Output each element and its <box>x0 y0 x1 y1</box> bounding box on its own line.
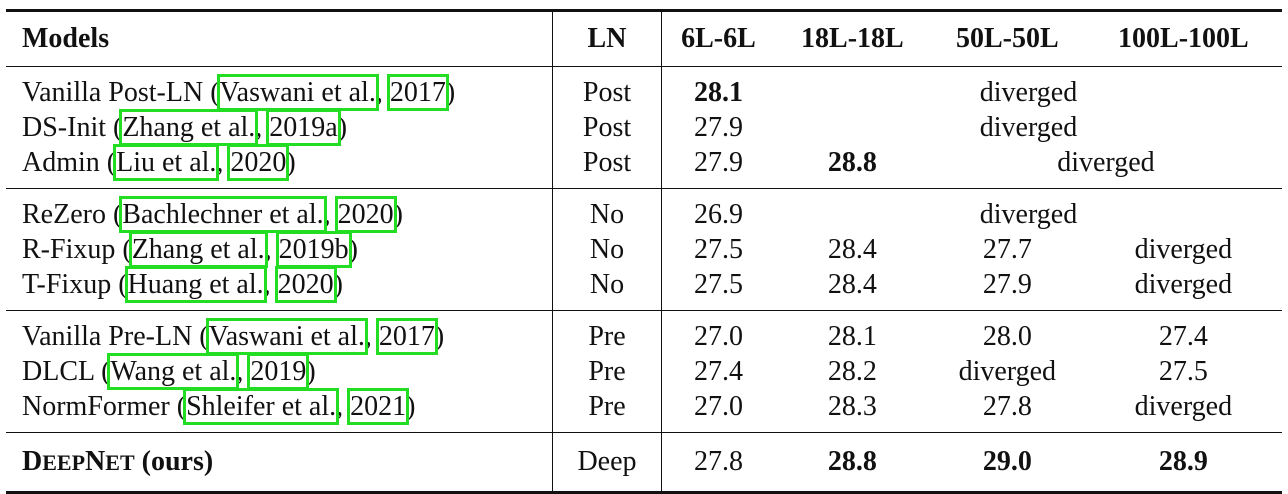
table-row: ReZero (Bachlechner et al., 2020) No 26.… <box>6 188 1282 233</box>
score-6l-6l: 27.9 <box>693 146 743 178</box>
citation-author-link[interactable]: Huang et al. <box>124 265 267 303</box>
score-18l-18l: 28.1 <box>774 310 930 354</box>
citation-author-link[interactable]: Vaswani et al. <box>205 317 368 355</box>
citation-author-link[interactable]: Shleifer et al. <box>183 387 340 425</box>
table-row: Admin (Liu et al., 2020) Post 27.9 28.8 … <box>6 143 1282 189</box>
header-50l-50l: 50L-50L <box>955 23 1059 54</box>
diverged-span: diverged <box>774 66 1282 110</box>
ln-value: Deep <box>552 432 662 494</box>
diverged-span: diverged <box>979 111 1078 143</box>
ln-value: Post <box>552 110 662 145</box>
score-6l-6l: 27.5 <box>693 233 743 265</box>
diverged-span: diverged <box>774 188 1282 232</box>
ln-value: No <box>552 188 662 232</box>
score-6l-6l: 27.8 <box>661 432 775 494</box>
ln-value: No <box>552 232 662 267</box>
citation-year-link[interactable]: 2021 <box>347 387 410 425</box>
score-100l-100l: 27.4 <box>1084 310 1282 354</box>
citation-year-link[interactable]: 2017 <box>375 317 438 355</box>
model-name: T-Fixup (Huang et al., 2020) <box>6 265 553 311</box>
header-18l-18l: 18L-18L <box>801 23 904 54</box>
citation-author-link[interactable]: Zhang et al. <box>119 108 259 146</box>
table-row: R-Fixup (Zhang et al., 2019b) No 27.5 28… <box>6 230 1282 268</box>
table-row: DLCL (Wang et al., 2019) Pre 27.4 28.2 d… <box>6 352 1282 390</box>
citation-year-link[interactable]: 2019 <box>247 352 310 390</box>
model-name: DS-Init (Zhang et al., 2019a) <box>6 108 553 146</box>
score-6l-6l: 28.1 <box>661 66 775 110</box>
score-50l-50l: 29.0 <box>929 432 1085 494</box>
score-18l-18l: 28.4 <box>827 268 877 300</box>
score-18l-18l: 28.8 <box>774 432 930 494</box>
score-18l-18l: 28.2 <box>827 355 877 387</box>
results-table: Models LN 6L-6L 18L-18L 50L-50L 100L-100… <box>6 9 1282 494</box>
header-6l-6l: 6L-6L <box>681 23 756 54</box>
model-name: Vanilla Post-LN (Vaswani et al., 2017) <box>6 66 553 111</box>
header-100l-100l: 100L-100L <box>1118 23 1249 54</box>
model-name: DLCL (Wang et al., 2019) <box>6 352 553 390</box>
citation-year-link[interactable]: 2019b <box>275 230 352 268</box>
citation-author-link[interactable]: Liu et al. <box>113 143 220 181</box>
citation-author-link[interactable]: Zhang et al. <box>128 230 268 268</box>
table-row: Vanilla Post-LN (Vaswani et al., 2017) P… <box>6 66 1282 111</box>
citation-author-link[interactable]: Vaswani et al. <box>216 73 379 111</box>
table-row: T-Fixup (Huang et al., 2020) No 27.5 28.… <box>6 265 1282 311</box>
citation-year-link[interactable]: 2017 <box>386 73 449 111</box>
citation-year-link[interactable]: 2019a <box>266 108 341 146</box>
score-100l-100l: diverged <box>1134 268 1233 300</box>
model-name: ReZero (Bachlechner et al., 2020) <box>6 188 553 233</box>
score-100l-100l: 27.5 <box>1158 355 1208 387</box>
ln-value: Post <box>552 66 662 110</box>
score-100l-100l: 28.9 <box>1084 432 1282 494</box>
model-name-deepnet: DEEPNET (ours) <box>6 432 553 494</box>
citation-author-link[interactable]: Bachlechner et al. <box>119 195 327 233</box>
score-50l-50l: 27.9 <box>982 268 1032 300</box>
score-6l-6l: 27.0 <box>693 390 743 422</box>
score-6l-6l: 27.4 <box>693 355 743 387</box>
ln-value: Pre <box>552 389 662 433</box>
score-50l-50l: 28.0 <box>929 310 1085 354</box>
ln-value: Pre <box>552 310 662 354</box>
score-100l-100l: diverged <box>1134 233 1233 265</box>
citation-author-link[interactable]: Wang et al. <box>107 352 240 390</box>
table-row: Vanilla Pre-LN (Vaswani et al., 2017) Pr… <box>6 310 1282 355</box>
header-models: Models <box>6 10 553 67</box>
score-50l-50l: diverged <box>958 355 1057 387</box>
header-row: Models LN 6L-6L 18L-18L 50L-50L 100L-100… <box>6 10 1282 67</box>
table-row: DS-Init (Zhang et al., 2019a) Post 27.9 … <box>6 108 1282 146</box>
model-name: Admin (Liu et al., 2020) <box>6 143 553 189</box>
model-name: NormFormer (Shleifer et al., 2021) <box>6 387 553 433</box>
score-18l-18l: 28.4 <box>827 233 877 265</box>
model-name: R-Fixup (Zhang et al., 2019b) <box>6 230 553 268</box>
score-6l-6l: 27.5 <box>693 268 743 300</box>
citation-year-link[interactable]: 2020 <box>274 265 337 303</box>
diverged-span: diverged <box>1057 146 1155 178</box>
citation-year-link[interactable]: 2020 <box>334 195 397 233</box>
model-name: Vanilla Pre-LN (Vaswani et al., 2017) <box>6 310 553 355</box>
score-6l-6l: 27.9 <box>693 111 743 143</box>
score-50l-50l: 27.8 <box>982 390 1032 422</box>
score-6l-6l: 26.9 <box>661 188 775 232</box>
score-100l-100l: diverged <box>1134 390 1233 422</box>
table-row-ours: DEEPNET (ours) Deep 27.8 28.8 29.0 28.9 <box>6 432 1282 494</box>
ln-value: No <box>552 267 662 311</box>
score-18l-18l: 28.3 <box>827 390 877 422</box>
ln-value: Pre <box>552 354 662 389</box>
citation-year-link[interactable]: 2020 <box>227 143 290 181</box>
header-ln: LN <box>552 10 662 67</box>
score-18l-18l: 28.8 <box>827 146 877 178</box>
ln-value: Post <box>552 145 662 189</box>
score-6l-6l: 27.0 <box>661 310 775 354</box>
score-50l-50l: 27.7 <box>982 233 1032 265</box>
table-row: NormFormer (Shleifer et al., 2021) Pre 2… <box>6 387 1282 433</box>
